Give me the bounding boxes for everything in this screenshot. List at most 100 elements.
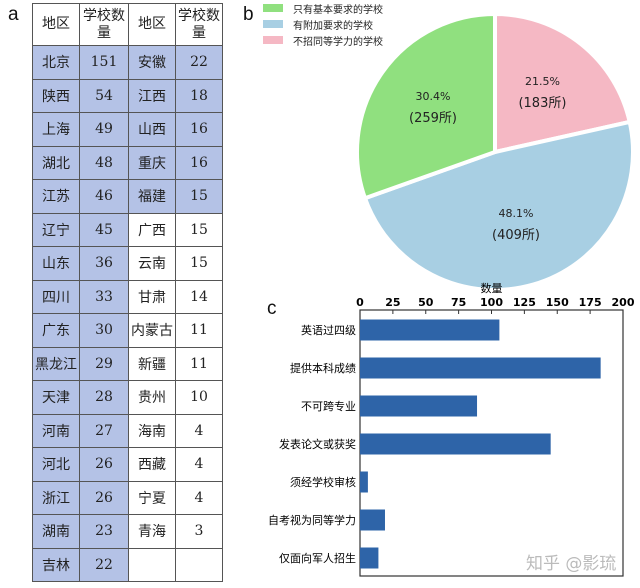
category-label: 仅面向军人招生: [279, 551, 356, 565]
region-cell: 贵州: [128, 380, 176, 415]
table-row: 黑龙江 29 新疆 11: [32, 346, 223, 381]
table-row: 吉林 22: [32, 547, 223, 582]
count-cell: 54: [79, 78, 129, 113]
count-cell: 15: [175, 246, 223, 281]
region-cell: 陕西: [32, 78, 80, 113]
count-cell: 14: [175, 279, 223, 314]
table-row: 湖南 23 青海 3: [32, 514, 223, 549]
region-cell: 青海: [128, 514, 176, 549]
region-cell: 新疆: [128, 346, 176, 381]
category-label: 须经学校审核: [290, 475, 356, 489]
legend-swatch-green: [263, 4, 283, 12]
count-cell: 11: [175, 313, 223, 348]
region-cell: 天津: [32, 380, 80, 415]
x-tick-label: 100: [480, 296, 503, 309]
region-cell: 河南: [32, 413, 80, 448]
count-cell: 23: [79, 514, 129, 549]
region-cell: 吉林: [32, 547, 80, 582]
pie-pct-label: 30.4%: [416, 90, 451, 103]
count-cell: 28: [79, 380, 129, 415]
count-cell: 48: [79, 145, 129, 180]
table-row: 山东 36 云南 15: [32, 246, 223, 281]
panel-label-c: c: [267, 298, 277, 319]
pie-slice: [493, 11, 633, 155]
count-cell: 49: [79, 112, 129, 147]
x-tick-label: 175: [579, 296, 602, 309]
bar-chart: 数量 0 25 50 75 100 125 150 175 200 英语过四级提供本科成绩不可跨专业…: [268, 282, 635, 577]
x-tick-label: 150: [546, 296, 569, 309]
count-cell: 4: [175, 480, 223, 515]
region-cell: 黑龙江: [32, 346, 80, 381]
header-region-1: 地区: [32, 3, 80, 46]
watermark: 知乎 @影琉: [526, 554, 617, 574]
region-cell: 西藏: [128, 447, 176, 482]
bar: [360, 319, 500, 341]
x-tick-label: 0: [356, 296, 364, 309]
pie-legend: 只有基本要求的学校 有附加要求的学校 不招同等学力的学校: [263, 0, 383, 48]
pie-pct-label: 21.5%: [525, 75, 560, 88]
count-cell: 33: [79, 279, 129, 314]
region-cell: 广西: [128, 212, 176, 247]
count-cell: 27: [79, 413, 129, 448]
bar: [360, 395, 478, 417]
count-cell: 10: [175, 380, 223, 415]
pie-slice: [362, 119, 635, 290]
region-cell: 海南: [128, 413, 176, 448]
table-row: 湖北 48 重庆 16: [32, 145, 223, 180]
category-label: 自考视为同等学力: [268, 513, 356, 527]
region-cell: 云南: [128, 246, 176, 281]
region-cell: 河北: [32, 447, 80, 482]
region-cell: 甘肃: [128, 279, 176, 314]
region-cell: 北京: [32, 45, 80, 80]
x-tick-label: 25: [385, 296, 400, 309]
count-cell: 36: [79, 246, 129, 281]
count-cell: 22: [175, 45, 223, 80]
count-cell: 18: [175, 78, 223, 113]
count-cell: 15: [175, 179, 223, 214]
table-row: 广东 30 内蒙古 11: [32, 313, 223, 348]
category-label: 发表论文或获奖: [279, 437, 356, 451]
count-cell: 16: [175, 145, 223, 180]
pie-count-label: (183所): [518, 96, 566, 111]
count-cell: 4: [175, 447, 223, 482]
pie-count-label: (259所): [409, 111, 457, 126]
region-cell: 湖南: [32, 514, 80, 549]
bar: [360, 433, 551, 455]
x-tick-label: 75: [451, 296, 466, 309]
count-cell: 3: [175, 514, 223, 549]
category-label: 提供本科成绩: [290, 361, 356, 375]
table-row: 陕西 54 江西 18: [32, 78, 223, 113]
count-cell: 4: [175, 413, 223, 448]
legend-swatch-blue: [263, 20, 283, 28]
region-cell: 江西: [128, 78, 176, 113]
table-row: 辽宁 45 广西 15: [32, 212, 223, 247]
region-cell: 山东: [32, 246, 80, 281]
count-cell: 46: [79, 179, 129, 214]
count-cell: 22: [79, 547, 129, 582]
header-region-2: 地区: [128, 3, 176, 46]
count-cell: 26: [79, 480, 129, 515]
pie-pct-label: 48.1%: [499, 207, 534, 220]
count-cell: 29: [79, 346, 129, 381]
region-cell: [128, 547, 176, 582]
table-row: 浙江 26 宁夏 4: [32, 480, 223, 515]
table-row: 上海 49 山西 16: [32, 112, 223, 147]
region-cell: 湖北: [32, 145, 80, 180]
header-count-2: 学校数量: [175, 3, 223, 46]
count-cell: 26: [79, 447, 129, 482]
pie-count-label: (409所): [492, 228, 540, 243]
region-cell: 四川: [32, 279, 80, 314]
count-cell: 15: [175, 212, 223, 247]
region-cell: 安徽: [128, 45, 176, 80]
panel-label-a: a: [8, 4, 19, 25]
panel-label-b: b: [243, 4, 254, 25]
region-cell: 内蒙古: [128, 313, 176, 348]
x-tick-label: 50: [418, 296, 434, 309]
table-row: 河南 27 海南 4: [32, 413, 223, 448]
count-cell: 45: [79, 212, 129, 247]
x-axis-label: 数量: [481, 282, 503, 295]
table-row: 四川 33 甘肃 14: [32, 279, 223, 314]
legend-swatch-pink: [263, 36, 283, 44]
pie-chart: 21.5% (183所) 48.1% (409所) 30.4% (259所): [355, 11, 635, 290]
count-cell: 30: [79, 313, 129, 348]
